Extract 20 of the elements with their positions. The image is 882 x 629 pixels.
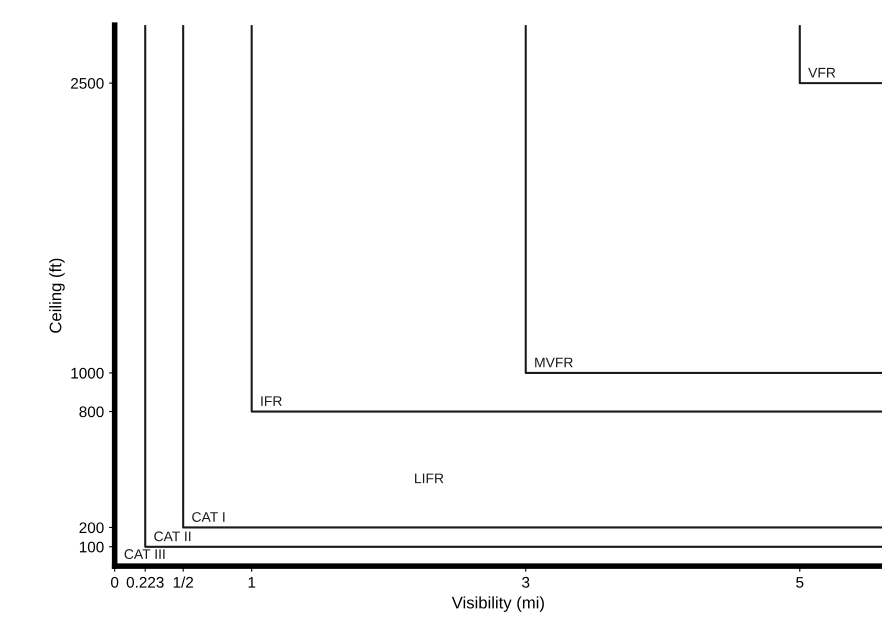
y-tick-label: 2500	[71, 78, 104, 89]
x-axis-title: Visibility (mi)	[452, 596, 544, 612]
x-tick-label: 0	[111, 576, 118, 588]
x-tick-label: 1	[248, 577, 256, 588]
x-tick-label: 5	[796, 577, 804, 588]
x-tick-label: 1/2	[174, 576, 194, 588]
x-tick-label: 3	[522, 576, 530, 588]
y-tick-label: 1000	[71, 368, 104, 379]
y-tick-label: 200	[80, 522, 104, 534]
y-axis-title: Ceiling (ft)	[49, 258, 65, 333]
y-tick-label: 100	[80, 542, 104, 552]
annotation: LIFR	[415, 474, 444, 484]
y-tick-label: 800	[79, 406, 104, 418]
annotation: CAT III	[124, 549, 165, 560]
series-label: MVFR	[535, 358, 573, 368]
series-label: CAT I	[192, 512, 224, 522]
series-label: IFR	[261, 396, 282, 406]
series-label: VFR	[808, 68, 836, 78]
series-label: CAT II	[154, 531, 190, 542]
x-tick-label: 0.223	[126, 576, 164, 588]
